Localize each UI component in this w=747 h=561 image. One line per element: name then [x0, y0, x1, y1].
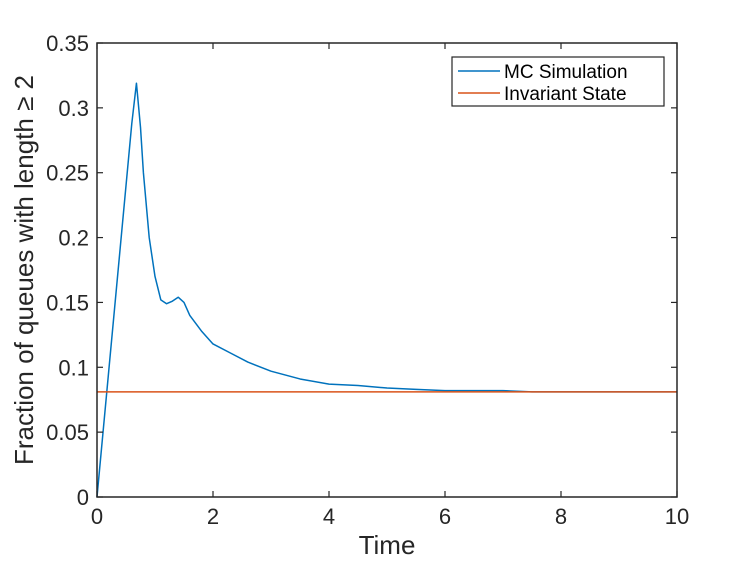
x-tick-label: 2 [207, 504, 219, 529]
y-tick-label: 0.1 [58, 355, 89, 380]
x-tick-label: 6 [439, 504, 451, 529]
axes-box [96, 42, 678, 498]
y-tick-label: 0.15 [46, 290, 89, 315]
y-tick-label: 0.35 [46, 31, 89, 56]
x-axis-title: Time [359, 530, 416, 560]
series-layer [96, 82, 677, 498]
legend-label: MC Simulation [504, 62, 628, 83]
y-tick-label: 0.25 [46, 161, 89, 186]
x-tick-label: 0 [91, 504, 103, 529]
y-axis-title: Fraction of queues with length ≥ 2 [9, 75, 39, 465]
legend-box [451, 56, 665, 107]
x-tick-label: 4 [323, 504, 335, 529]
series-line-mc-simulation [96, 82, 677, 498]
y-tick-label: 0.05 [46, 420, 89, 445]
x-tick-label: 8 [555, 504, 567, 529]
y-tick-label: 0.2 [58, 226, 89, 251]
y-tick-label: 0 [77, 485, 89, 510]
x-tick-label: 10 [665, 504, 689, 529]
y-tick-label: 0.3 [58, 96, 89, 121]
tick-layer: 0 2 4 6 8 10 0 0.05 0.1 0.15 0.2 0.25 0.3 0.35 [46, 31, 689, 529]
legend-label: Invariant State [504, 84, 627, 105]
